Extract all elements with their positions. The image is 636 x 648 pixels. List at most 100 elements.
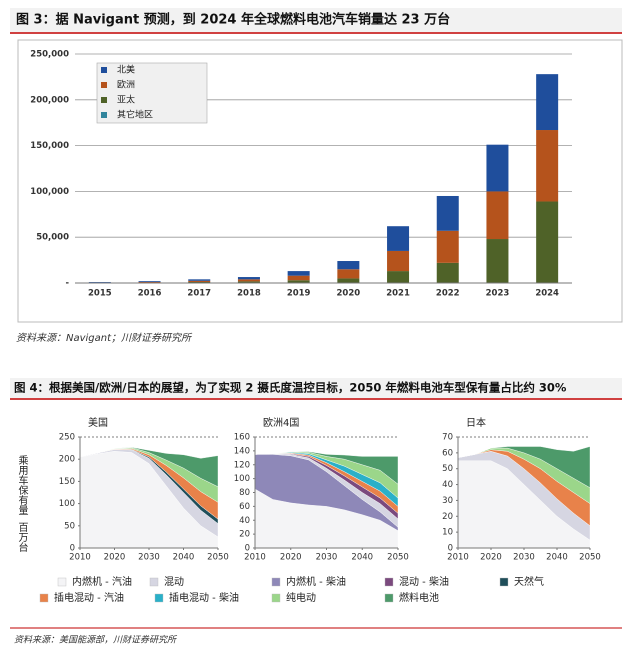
y-tick-label: 250,000 bbox=[30, 50, 69, 60]
legend-swatch bbox=[271, 593, 281, 603]
legend-swatch bbox=[57, 577, 67, 587]
y-tick-label: 0 bbox=[245, 544, 250, 554]
x-tick-label: 2018 bbox=[237, 289, 261, 299]
y-tick-label: 200 bbox=[59, 455, 75, 465]
y-tick-label: 40 bbox=[239, 516, 250, 526]
legend-label: 燃料电池 bbox=[399, 591, 439, 604]
legend-label: 插电混动 - 柴油 bbox=[169, 591, 239, 604]
bar-segment bbox=[387, 250, 410, 272]
y-tick-label: 250 bbox=[59, 433, 75, 443]
y-tick-label: 100 bbox=[234, 474, 250, 484]
legend-label: 插电混动 - 汽油 bbox=[54, 591, 124, 604]
x-tick-label: 2016 bbox=[138, 289, 162, 299]
x-tick-label: 2040 bbox=[351, 553, 373, 563]
y-tick-label: 50 bbox=[64, 521, 75, 531]
bar-segment bbox=[287, 280, 310, 283]
figure-title: 图 4：根据美国/欧洲/日本的展望，为了实现 2 摄氏度温控目标，2050 年燃… bbox=[14, 381, 567, 395]
x-tick-label: 2030 bbox=[316, 553, 338, 563]
y-axis-label: 百万台 bbox=[16, 522, 28, 553]
legend-label: 欧洲 bbox=[117, 79, 135, 91]
figure-title: 图 3：据 Navigant 预测，到 2024 年全球燃料电池汽车销量达 23… bbox=[16, 12, 450, 28]
bar-segment bbox=[536, 201, 559, 283]
title-band bbox=[10, 378, 622, 398]
bar-segment bbox=[387, 271, 410, 283]
y-tick-label: 40 bbox=[442, 480, 453, 490]
bar-segment bbox=[436, 262, 459, 283]
bar-segment bbox=[188, 280, 211, 282]
legend-label: 北美 bbox=[117, 64, 135, 76]
x-tick-label: 2021 bbox=[386, 289, 410, 299]
y-tick-label: 70 bbox=[442, 433, 453, 443]
y-tick-label: 200,000 bbox=[30, 95, 69, 105]
x-tick-label: 2010 bbox=[447, 553, 469, 563]
bar-segment bbox=[337, 269, 360, 279]
x-tick-label: 2020 bbox=[280, 553, 302, 563]
legend-swatch bbox=[499, 577, 509, 587]
y-tick-label: 50 bbox=[442, 464, 453, 474]
x-tick-label: 2030 bbox=[513, 553, 535, 563]
bar-segment bbox=[287, 275, 310, 281]
bar-segment bbox=[237, 279, 260, 282]
bar-segment bbox=[188, 281, 211, 283]
bar-segment bbox=[387, 226, 410, 251]
x-tick-label: 2023 bbox=[486, 289, 510, 299]
bar-segment bbox=[436, 230, 459, 263]
y-tick-label: 160 bbox=[234, 433, 250, 443]
y-tick-label: 20 bbox=[239, 530, 250, 540]
bar-segment bbox=[138, 281, 161, 283]
y-tick-label: 150,000 bbox=[30, 141, 69, 151]
legend-label: 纯电动 bbox=[286, 591, 316, 604]
legend-box bbox=[96, 62, 208, 124]
bar-segment bbox=[536, 74, 559, 131]
bar-segment bbox=[287, 271, 310, 276]
bar-segment bbox=[188, 279, 211, 281]
bar-segment bbox=[486, 144, 509, 192]
x-tick-label: 2024 bbox=[535, 289, 559, 299]
bar-segment bbox=[436, 195, 459, 231]
y-tick-label: 20 bbox=[442, 512, 453, 522]
y-tick-label: 0 bbox=[70, 544, 75, 554]
y-tick-label: 10 bbox=[442, 528, 453, 538]
y-tick-label: 60 bbox=[239, 502, 250, 512]
y-tick-label: - bbox=[65, 279, 69, 289]
y-tick-label: 50,000 bbox=[36, 233, 69, 243]
y-tick-label: 140 bbox=[234, 446, 250, 456]
bar-segment bbox=[486, 239, 509, 283]
area bbox=[254, 451, 399, 485]
chart-title: 日本 bbox=[466, 416, 486, 429]
x-tick-label: 2019 bbox=[287, 289, 311, 299]
bar-segment bbox=[486, 191, 509, 240]
legend-swatch bbox=[101, 97, 107, 103]
legend-swatch bbox=[149, 577, 159, 587]
x-tick-label: 2050 bbox=[387, 553, 409, 563]
legend-label: 其它地区 bbox=[117, 109, 153, 121]
x-tick-label: 2020 bbox=[337, 289, 361, 299]
legend-label: 混动 - 柴油 bbox=[399, 575, 449, 588]
y-tick-label: 120 bbox=[234, 460, 250, 470]
chart-title: 欧洲4国 bbox=[263, 417, 299, 429]
legend-swatch bbox=[271, 577, 281, 587]
x-tick-label: 2050 bbox=[207, 553, 229, 563]
bar-segment bbox=[237, 277, 260, 280]
y-tick-label: 100 bbox=[59, 499, 75, 509]
bar-segment bbox=[337, 261, 360, 270]
x-tick-label: 2010 bbox=[244, 553, 266, 563]
legend-swatch bbox=[101, 112, 107, 118]
x-tick-label: 2040 bbox=[546, 553, 568, 563]
source: 资料来源：美国能源部，川财证券研究所 bbox=[14, 635, 178, 646]
legend-label: 天然气 bbox=[514, 575, 544, 588]
y-tick-label: 0 bbox=[448, 544, 453, 554]
x-tick-label: 2017 bbox=[187, 289, 211, 299]
legend-swatch bbox=[384, 593, 394, 603]
legend-swatch bbox=[101, 82, 107, 88]
legend-swatch bbox=[154, 593, 164, 603]
x-tick-label: 2040 bbox=[173, 553, 195, 563]
x-tick-label: 2010 bbox=[69, 553, 91, 563]
y-axis-label: 乘用车保有量 bbox=[16, 455, 28, 515]
y-tick-label: 150 bbox=[59, 477, 75, 487]
x-tick-label: 2022 bbox=[436, 289, 460, 299]
title-band bbox=[10, 8, 622, 32]
legend-swatch bbox=[39, 593, 49, 603]
source: 资料来源：Navigant；川财证券研究所 bbox=[16, 332, 193, 344]
x-tick-label: 2050 bbox=[579, 553, 601, 563]
